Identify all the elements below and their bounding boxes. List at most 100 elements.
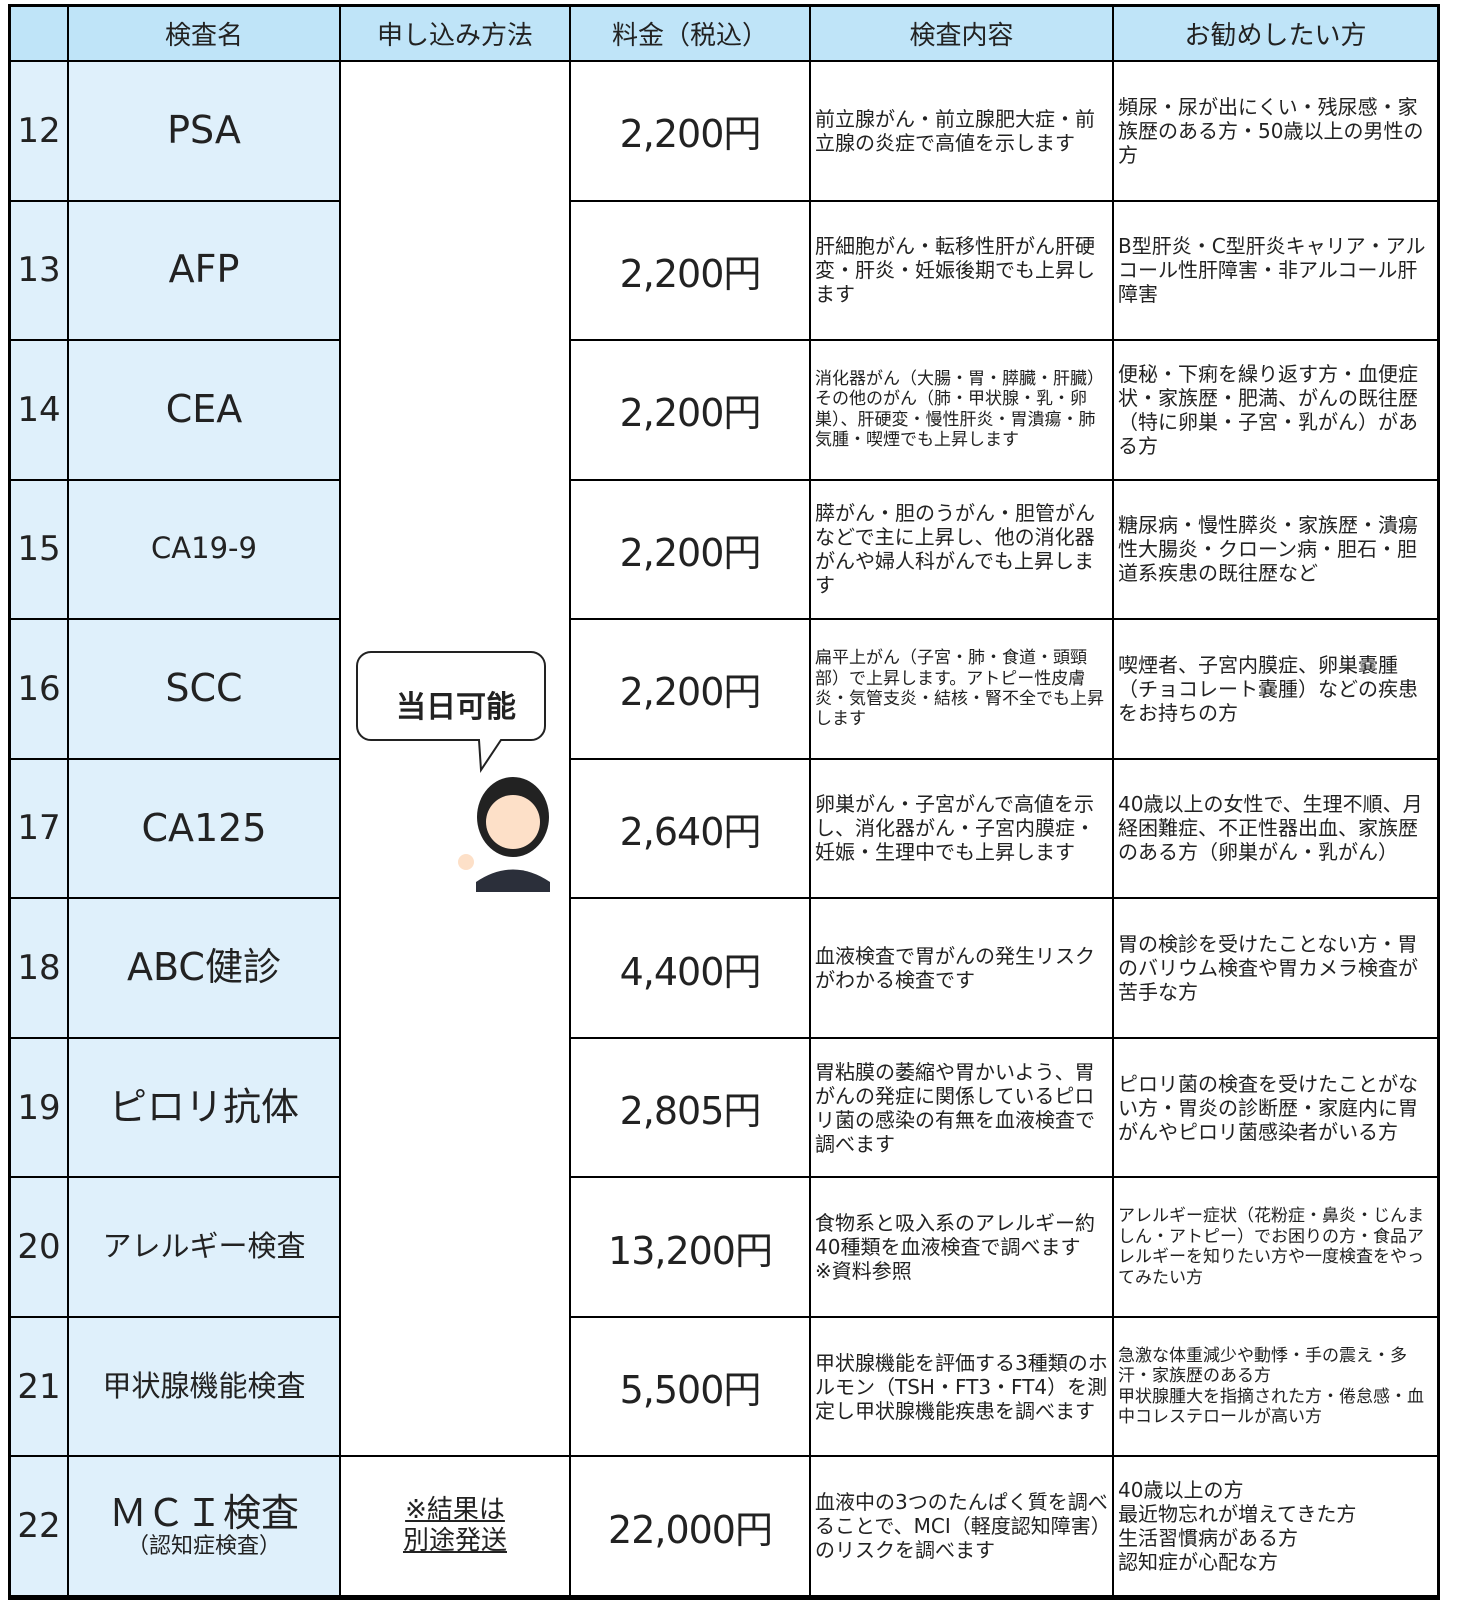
method-note: 別途発送 (402, 1526, 507, 1557)
test-name: ＭＣＩ検査 （認知症検査） (69, 1457, 341, 1597)
header-cell: 検査内容 (811, 7, 1114, 62)
test-name: AFP (69, 201, 341, 342)
content: 膵がん・胆のうがん・胆管がんなどで主に上昇し、他の消化器がんや婦人科がんでも上昇… (811, 480, 1114, 621)
price: 2,200円 (571, 620, 811, 760)
test-name: アレルギー検査 (102, 1229, 306, 1264)
header-cell: 申し込み方法 (341, 7, 571, 62)
row-number: 16 (11, 620, 69, 760)
content: 胃粘膜の萎縮や胃かいよう、胃がんの発症に関係しているピロリ菌の感染の有無を血液検… (811, 1038, 1114, 1179)
test-name: ABC健診 (69, 899, 341, 1039)
row-number: 18 (11, 899, 69, 1039)
price: 2,200円 (619, 251, 762, 296)
content: 前立腺がん・前立腺肥大症・前立腺の炎症で高値を示します (815, 106, 1095, 155)
row-number: 12 (17, 110, 61, 151)
speech-bubble (356, 651, 546, 774)
header-cell: 料金（税込） (571, 7, 811, 62)
content: 卵巣がん・子宮がんで高値を示し、消化器がん・子宮内膜症・妊娠・生理中でも上昇しま… (811, 759, 1114, 900)
row-number: 12 (11, 62, 69, 202)
row-number: 19 (11, 1038, 69, 1179)
test-name: ピロリ抗体 (69, 1038, 341, 1179)
content: 消化器がん（大腸・胃・膵臓・肝臓）その他のがん（肺・甲状腺・乳・卵巣）、肝硬変・… (815, 369, 1104, 451)
test-name: 甲状腺機能検査 (102, 1368, 306, 1403)
recommend: 40歳以上の方 最近物忘れが増えてきた方 生活習慣病がある方 認知症が心配な方 (1114, 1457, 1437, 1597)
test-name: SCC (69, 620, 341, 760)
header-cell: お勧めしたい方 (1114, 7, 1437, 62)
test-name: CA125 (69, 759, 341, 900)
test-name: PSA (69, 62, 341, 202)
header-text: 検査内容 (909, 21, 1014, 51)
table: 検査名 申し込み方法 料金（税込） 検査内容 お勧めしたい方 12 PSA 2,200円 前立腺… (8, 4, 1440, 1600)
recommend: 胃の検診を受けたことない方・胃のバリウム検査や胃カメラ検査が苦手な方 (1118, 932, 1418, 1005)
recommend: 糖尿病・慢性膵炎・家族歴・潰瘍性大腸炎・クローン病・胆石・胆道系疾患の既往歴など (1118, 513, 1418, 586)
face (486, 795, 540, 849)
price: 2,200円 (619, 391, 762, 436)
recommend: 喫煙者、子宮内膜症、卵巣嚢腫（チョコレート嚢腫）などの疾患をお持ちの方 (1118, 652, 1418, 725)
content: 血液中の3つのたんぱく質を調べることで、MCI（軽度認知障害）のリスクを調べます (811, 1457, 1114, 1597)
row-number: 22 (11, 1457, 69, 1597)
hand (458, 854, 474, 870)
row-number: 18 (17, 948, 61, 989)
recommend: 糖尿病・慢性膵炎・家族歴・潰瘍性大腸炎・クローン病・胆石・胆道系疾患の既往歴など (1114, 481, 1437, 621)
price: 13,200円 (608, 1228, 773, 1273)
test-name: AFP (168, 247, 240, 292)
test-name: アレルギー検査 (69, 1178, 341, 1318)
method-note: ※結果は (405, 1495, 505, 1526)
content: 血液中の3つのたんぱく質を調べることで、MCI（軽度認知障害）のリスクを調べます (815, 1490, 1108, 1563)
price: 2,200円 (619, 112, 762, 157)
test-name: ＭＣＩ検査 (108, 1491, 299, 1536)
recommend: 便秘・下痢を繰り返す方・血便症状・家族歴・肥満、がんの既往歴（特に卵巣・子宮・乳… (1114, 341, 1437, 481)
recommend: 40歳以上の女性で、生理不順、月経困難症、不正性器出血、家族歴のある方（卵巣がん… (1114, 760, 1437, 900)
content: 肝細胞がん・転移性肝がん肝硬変・肝炎・妊娠後期でも上昇します (811, 201, 1114, 342)
recommend: 40歳以上の女性で、生理不順、月経困難症、不正性器出血、家族歴のある方（卵巣がん… (1118, 792, 1423, 865)
content: 扁平上がん（子宮・肺・食道・頭頸部）で上昇します。アトピー性皮膚炎・気管支炎・結… (811, 620, 1114, 760)
row-number: 14 (17, 389, 61, 430)
test-name: 甲状腺機能検査 (69, 1317, 341, 1458)
price: 2,640円 (571, 759, 811, 900)
price: 5,500円 (619, 1368, 762, 1413)
price: 4,400円 (571, 899, 811, 1039)
test-name: SCC (165, 666, 243, 711)
price: 2,200円 (571, 341, 811, 481)
recommend: アレルギー症状（花粉症・鼻炎・じんましん・アトピー）でお困りの方・食品アレルギー… (1114, 1178, 1437, 1318)
row-number: 13 (17, 250, 61, 291)
row-number: 22 (17, 1506, 61, 1547)
test-name: CA19-9 (151, 531, 257, 566)
recommend: B型肝炎・C型肝炎キャリア・アルコール性肝障害・非アルコール肝障害 (1114, 202, 1437, 342)
recommend: 胃の検診を受けたことない方・胃のバリウム検査や胃カメラ検査が苦手な方 (1114, 899, 1437, 1039)
recommend: アレルギー症状（花粉症・鼻炎・じんましん・アトピー）でお困りの方・食品アレルギー… (1118, 1206, 1424, 1288)
price: 2,200円 (571, 480, 811, 621)
row-number: 21 (17, 1366, 61, 1407)
header-cell: 検査名 (69, 7, 341, 62)
row-number: 14 (11, 341, 69, 481)
price: 4,400円 (619, 949, 762, 994)
price: 2,200円 (619, 670, 762, 715)
row-number: 17 (17, 808, 61, 849)
row-number: 13 (11, 201, 69, 342)
test-name: CA125 (141, 805, 267, 850)
price: 22,000円 (571, 1457, 811, 1597)
recommend: 急激な体重減少や動悸・手の震え・多汗・家族歴のある方 甲状腺腫大を指摘された方・… (1114, 1318, 1437, 1458)
test-name: ピロリ抗体 (108, 1084, 299, 1129)
price: 2,200円 (571, 62, 811, 202)
content: 肝細胞がん・転移性肝がん肝硬変・肝炎・妊娠後期でも上昇します (815, 234, 1095, 307)
recommend: B型肝炎・C型肝炎キャリア・アルコール性肝障害・非アルコール肝障害 (1118, 234, 1426, 307)
recommend: ピロリ菌の検査を受けたことがない方・胃炎の診断歴・家庭内に胃がんやピロリ菌感染者… (1118, 1071, 1418, 1144)
recommend: 頻尿・尿が出にくい・残尿感・家族歴のある方・50歳以上の男性の方 (1114, 62, 1437, 202)
illustration (356, 651, 550, 892)
content: 食物系と吸入系のアレルギー約40種類を血液検査で調べます ※資料参照 (815, 1211, 1101, 1284)
content: 胃粘膜の萎縮や胃かいよう、胃がんの発症に関係しているピロリ菌の感染の有無を血液検… (815, 1059, 1095, 1156)
test-subname: （認知症検査） (126, 1534, 281, 1560)
price: 22,000円 (608, 1507, 773, 1552)
price: 2,200円 (619, 530, 762, 575)
test-name: ABC健診 (127, 945, 281, 990)
content: 消化器がん（大腸・胃・膵臓・肝臓）その他のがん（肺・甲状腺・乳・卵巣）、肝硬変・… (811, 341, 1114, 481)
body (476, 869, 550, 892)
test-name: PSA (167, 107, 241, 152)
recommend: 急激な体重減少や動悸・手の震え・多汗・家族歴のある方 甲状腺腫大を指摘された方・… (1118, 1345, 1424, 1428)
test-name: CA19-9 (69, 480, 341, 621)
row-number: 15 (11, 480, 69, 621)
price: 5,500円 (571, 1317, 811, 1458)
row-number: 21 (11, 1317, 69, 1458)
header-text: 申し込み方法 (376, 21, 533, 51)
